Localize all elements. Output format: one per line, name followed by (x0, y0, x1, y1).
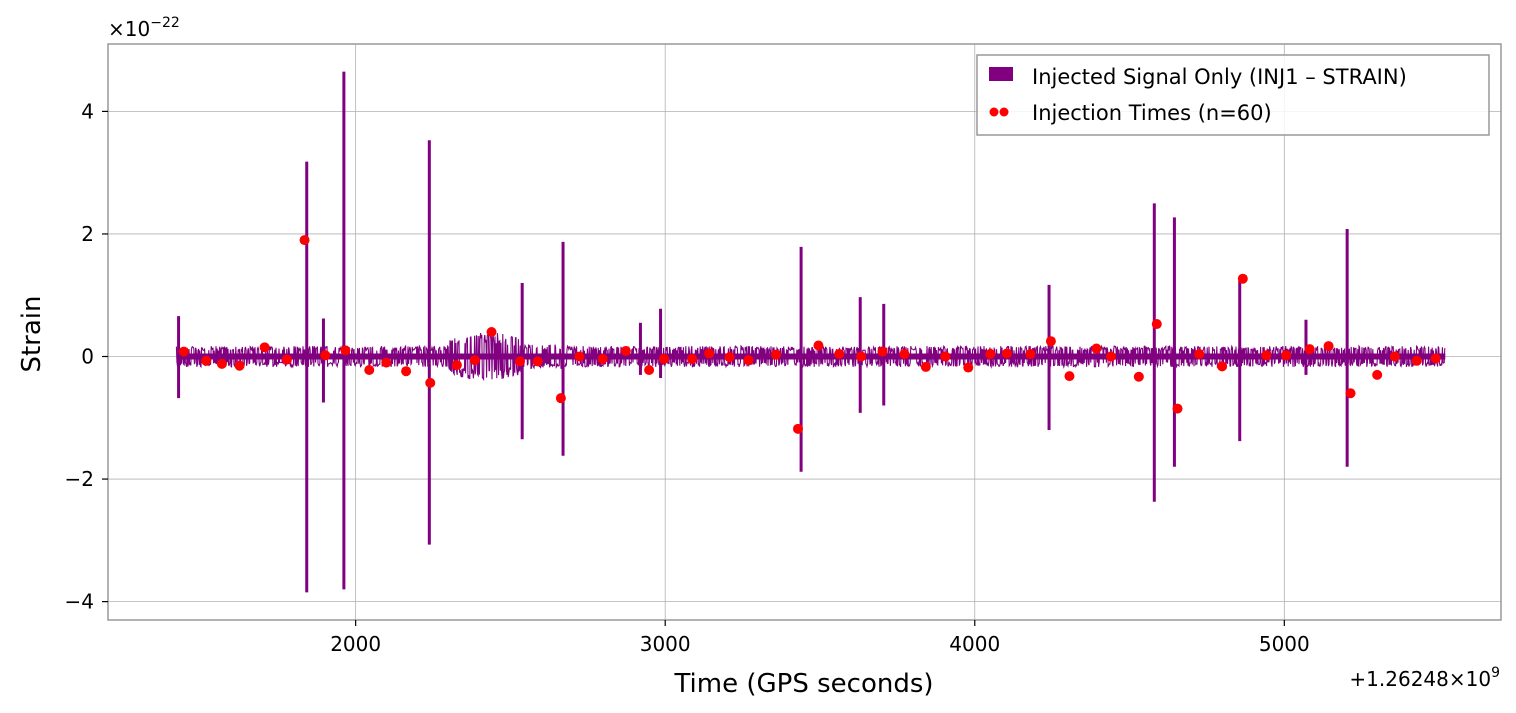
x-tick-label: 2000 (330, 632, 381, 656)
y-tick-label: −4 (65, 590, 94, 614)
injection-marker (792, 423, 803, 434)
injection-marker (771, 349, 782, 360)
injection-marker (1133, 371, 1144, 382)
injection-marker (1001, 348, 1012, 359)
y-tick-label: 0 (81, 345, 94, 369)
injection-marker (1345, 388, 1356, 399)
injection-marker (940, 351, 951, 362)
injection-marker (1411, 355, 1422, 366)
injection-marker (1091, 343, 1102, 354)
injection-marker (920, 361, 931, 372)
x-tick-label: 5000 (1259, 632, 1310, 656)
injection-marker (281, 354, 292, 365)
injection-marker (320, 350, 331, 361)
injection-marker (532, 356, 543, 367)
injection-marker (1194, 349, 1205, 360)
injection-marker (1281, 350, 1292, 361)
y-axis-ticks: 4 2 0 −2 −4 (65, 99, 108, 614)
injection-marker (1151, 319, 1162, 330)
injection-marker (704, 348, 715, 359)
injection-marker (1064, 371, 1075, 382)
injection-marker (299, 235, 310, 246)
injection-marker (451, 360, 462, 371)
injection-marker (555, 393, 566, 404)
injection-marker (1430, 353, 1441, 364)
injection-marker (1172, 403, 1183, 414)
injection-marker (743, 355, 754, 366)
injection-marker (216, 358, 227, 369)
injection-marker (644, 364, 655, 375)
injection-marker (178, 346, 189, 357)
injection-marker (1304, 344, 1315, 355)
injection-marker (1025, 349, 1036, 360)
y-tick-label: 2 (81, 222, 94, 246)
injection-marker (813, 340, 824, 351)
injection-marker (985, 349, 996, 360)
x-axis-ticks: 2000 3000 4000 5000 (330, 620, 1310, 656)
injection-marker (1261, 350, 1272, 361)
injection-marker (364, 364, 375, 375)
injection-marker (1045, 336, 1056, 347)
injection-marker (1389, 351, 1400, 362)
legend-box (976, 54, 1490, 136)
injection-marker (597, 353, 608, 364)
legend: Injected Signal Only (INJ1 – STRAIN) Inj… (976, 54, 1490, 136)
x-axis-label: Time (GPS seconds) (673, 669, 933, 699)
injection-marker (201, 355, 212, 366)
plot-frame (107, 43, 1502, 621)
legend-markers-label: Injection Times (n=60) (1032, 101, 1272, 125)
legend-marker-swatch-dot (999, 107, 1009, 117)
injection-marker (877, 346, 888, 357)
x-tick-label: 4000 (949, 632, 1000, 656)
injection-marker (574, 351, 585, 362)
injection-markers (178, 235, 1441, 434)
injection-marker (899, 349, 910, 360)
injection-marker (724, 352, 735, 363)
legend-signal-swatch (989, 67, 1013, 81)
injection-marker (620, 345, 631, 356)
injection-marker (401, 366, 412, 377)
injection-marker (1323, 341, 1334, 352)
injection-marker (1372, 369, 1383, 380)
y-tick-label: 4 (81, 99, 94, 123)
injection-marker (1237, 273, 1248, 284)
x-offset-label: +1.26248×109 (1349, 665, 1500, 691)
signal-series (175, 71, 1446, 593)
y-scale-label: ×10−22 (108, 15, 180, 41)
injection-marker (469, 355, 480, 366)
y-tick-label: −2 (65, 467, 94, 491)
injection-marker (834, 349, 845, 360)
injection-marker (486, 327, 497, 337)
injection-marker (1217, 361, 1228, 372)
injection-marker (234, 360, 245, 371)
injection-marker (381, 357, 392, 368)
injection-marker (856, 351, 867, 362)
legend-signal-label: Injected Signal Only (INJ1 – STRAIN) (1032, 65, 1407, 89)
legend-marker-swatch-dot (989, 107, 999, 117)
injection-marker (963, 362, 974, 373)
y-axis-label: Strain (17, 295, 47, 372)
injection-marker (515, 356, 526, 367)
injection-marker (259, 342, 270, 353)
x-tick-label: 3000 (640, 632, 691, 656)
injection-marker (658, 353, 669, 364)
injection-marker (425, 377, 436, 388)
injection-marker (1105, 351, 1116, 362)
injection-marker (340, 345, 351, 356)
injection-marker (687, 353, 698, 364)
